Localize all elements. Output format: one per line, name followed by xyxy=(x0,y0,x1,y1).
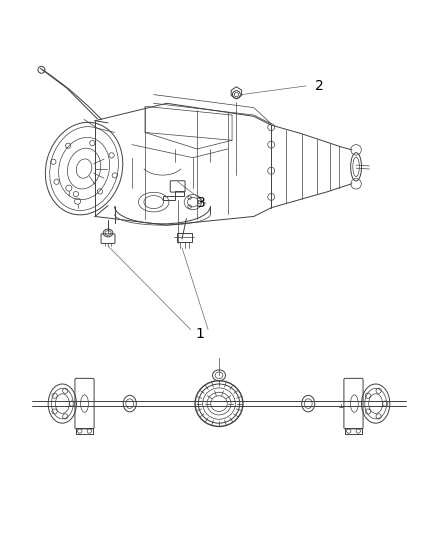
Text: 1: 1 xyxy=(195,327,204,341)
Text: 3: 3 xyxy=(197,196,206,211)
Text: 2: 2 xyxy=(315,79,324,93)
